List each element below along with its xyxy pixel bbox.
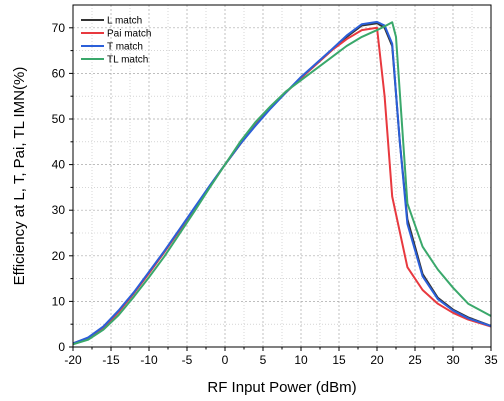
y-tick-label: 0 xyxy=(58,340,65,354)
y-tick-label: 50 xyxy=(52,112,66,126)
x-tick-label: 0 xyxy=(222,353,229,367)
y-tick-label: 40 xyxy=(52,158,66,172)
y-tick-label: 60 xyxy=(52,66,66,80)
x-tick-label: 5 xyxy=(260,353,267,367)
legend-label: T match xyxy=(107,42,143,53)
legend: L match Pai match T match TL match xyxy=(81,16,151,66)
legend-label: L match xyxy=(107,16,142,27)
x-tick-label: -15 xyxy=(102,353,120,367)
y-tick-label: 70 xyxy=(52,21,66,35)
y-tick-label: 10 xyxy=(52,294,66,308)
x-tick-label: 25 xyxy=(408,353,422,367)
y-axis-title: Efficiency at L, T, Pai, TL IMN(%) xyxy=(11,67,28,286)
x-tick-label: -5 xyxy=(182,353,193,367)
series-line-4 xyxy=(73,21,491,346)
axis-ticks xyxy=(69,27,492,351)
tick-labels: -20 -15 -10 -5 0 5 10 15 20 25 30 35 0 10 20 30 40 50 60 70 xyxy=(52,21,498,367)
x-tick-label: 15 xyxy=(332,353,346,367)
x-axis-title: RF Input Power (dBm) xyxy=(207,379,356,396)
x-tick-label: -10 xyxy=(140,353,158,367)
legend-label: Pai match xyxy=(107,29,151,40)
x-tick-label: 10 xyxy=(294,353,308,367)
legend-label: TL match xyxy=(107,55,148,66)
x-tick-label: -20 xyxy=(64,353,82,367)
y-tick-label: 30 xyxy=(52,203,66,217)
x-tick-label: 35 xyxy=(484,353,498,367)
y-tick-label: 20 xyxy=(52,249,66,263)
series-layer xyxy=(73,20,491,346)
x-tick-label: 20 xyxy=(370,353,384,367)
minor-grid xyxy=(73,5,491,347)
x-tick-label: 30 xyxy=(446,353,460,367)
